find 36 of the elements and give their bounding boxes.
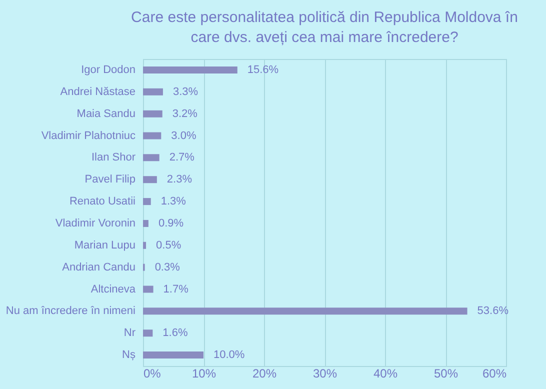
chart-title: Care este personalitatea politică din Republica Moldova în care dvs. aveți cea mai mare încredere? <box>131 9 518 46</box>
data-label: 0.3% <box>154 261 180 274</box>
y-tick-label: Vladimir Voronin <box>55 217 136 230</box>
data-label: 3.2% <box>172 108 198 120</box>
x-tick-label: 60% <box>482 366 507 380</box>
data-label: 1.3% <box>160 196 186 208</box>
x-tick-label: 20% <box>252 366 277 380</box>
y-tick-label: Ilan Shor <box>91 152 136 164</box>
y-tick-label: Pavel Filip <box>84 174 136 186</box>
y-tick-label: Nr <box>124 327 136 340</box>
data-label: 0.5% <box>156 239 182 252</box>
data-label: 3.0% <box>171 130 196 142</box>
x-tick-label: 50% <box>434 366 458 380</box>
x-tick-label: 10% <box>192 366 216 380</box>
data-label: 2.3% <box>166 174 192 186</box>
y-tick-label: Renato Usatii <box>69 196 136 208</box>
data-label: 1.7% <box>163 283 189 296</box>
data-label: 1.6% <box>162 327 188 340</box>
y-tick-label: Nu am încredere în nimeni <box>6 305 136 318</box>
y-tick-label: Andrei Năstase <box>60 86 136 98</box>
y-tick-label: Maia Sandu <box>76 108 136 120</box>
x-tick-label: 40% <box>373 366 398 380</box>
x-tick-label: 30% <box>312 366 338 380</box>
data-label: 10.0% <box>214 349 245 362</box>
y-tick-label: Altcineva <box>90 283 136 296</box>
x-tick-label: 0% <box>144 366 162 380</box>
data-label: 2.7% <box>169 152 195 164</box>
data-label: 0.9% <box>158 217 184 230</box>
y-tick-label: Igor Dodon <box>81 64 136 76</box>
y-tick-label: Vladimir Plahotniuc <box>41 130 136 142</box>
data-label: 53.6% <box>477 305 509 318</box>
y-tick-label: Andrian Candu <box>62 261 136 274</box>
y-tick-label: Marian Lupu <box>74 239 136 252</box>
data-label: 15.6% <box>247 64 279 76</box>
y-tick-label: Nș <box>122 349 136 362</box>
data-label: 3.3% <box>172 86 198 98</box>
